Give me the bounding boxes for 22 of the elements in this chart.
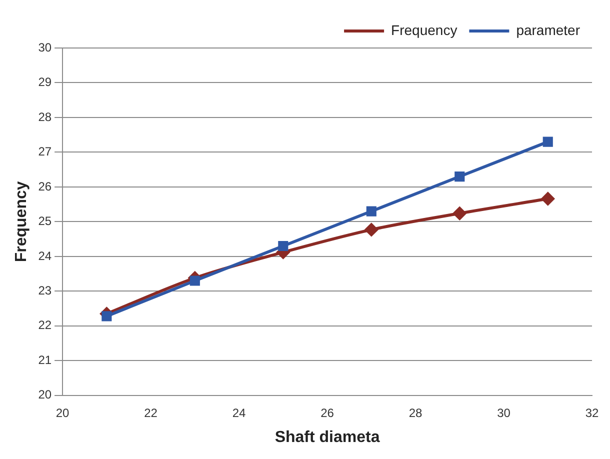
y-tick-label: 23 bbox=[38, 283, 52, 298]
y-tick-label: 20 bbox=[38, 388, 52, 402]
y-tick-label: 30 bbox=[38, 40, 52, 54]
legend-label: Frequency bbox=[391, 22, 458, 38]
x-tick-label: 20 bbox=[56, 406, 70, 420]
y-tick-label: 21 bbox=[38, 352, 52, 367]
y-tick-label: 22 bbox=[38, 318, 52, 332]
legend-label: parameter bbox=[516, 22, 580, 38]
y-tick-label: 25 bbox=[38, 214, 52, 228]
y-tick-label: 24 bbox=[38, 248, 52, 263]
y-tick-label: 28 bbox=[38, 110, 52, 124]
x-tick-label: 26 bbox=[320, 406, 334, 420]
x-tick-label: 32 bbox=[585, 406, 599, 420]
x-axis-title: Shaft diameta bbox=[274, 428, 380, 446]
x-tick-label: 30 bbox=[497, 406, 511, 420]
x-tick-label: 24 bbox=[232, 406, 246, 420]
x-tick-label: 28 bbox=[408, 406, 423, 420]
y-tick-label: 26 bbox=[38, 179, 52, 194]
y-tick-label: 27 bbox=[38, 144, 52, 159]
x-tick-label: 22 bbox=[144, 406, 158, 420]
y-tick-label: 29 bbox=[38, 75, 52, 90]
y-axis-title: Frequency bbox=[13, 181, 30, 262]
